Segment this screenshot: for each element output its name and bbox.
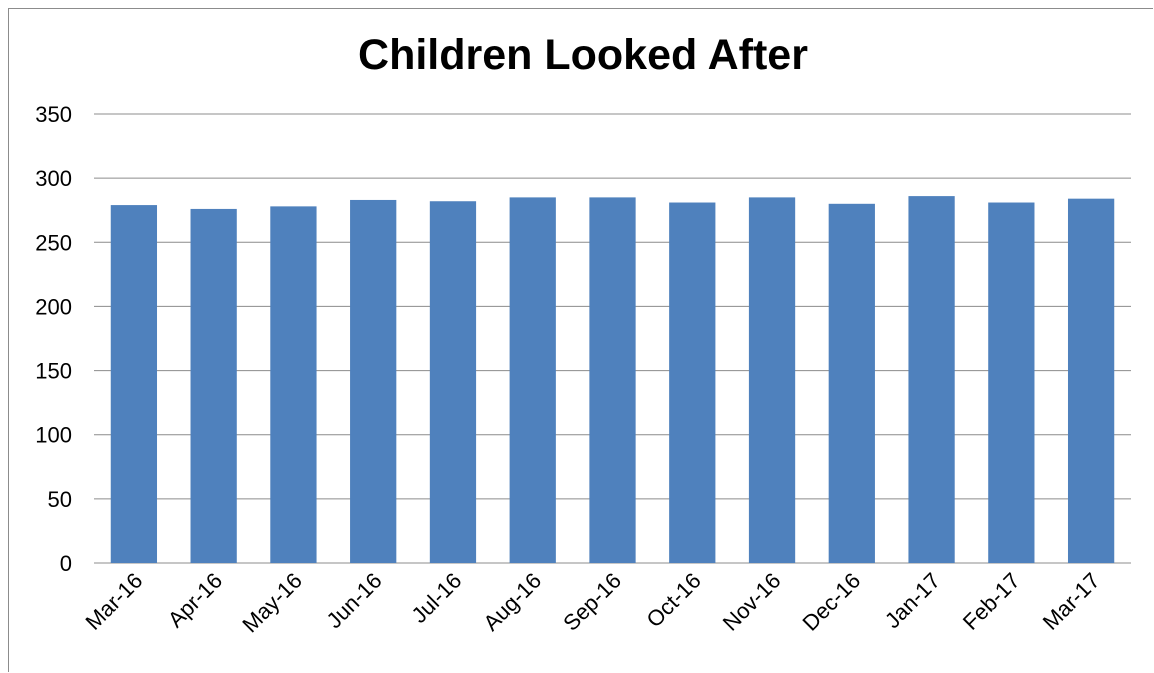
bar-apr-16	[190, 208, 237, 563]
x-tick-label: May-16	[237, 568, 307, 638]
x-tick-label: Mar-17	[1038, 568, 1105, 635]
x-tick-label: Jan-17	[880, 568, 945, 633]
y-tick-label: 200	[35, 294, 72, 319]
bar-jul-16	[429, 201, 477, 563]
y-tick-label: 250	[35, 230, 72, 255]
y-tick-label: 150	[35, 359, 72, 384]
x-tick-label: Apr-16	[163, 568, 227, 632]
bars	[110, 196, 1115, 564]
bar-nov-16	[748, 197, 796, 563]
y-tick-label: 0	[60, 551, 72, 576]
bar-feb-17	[988, 202, 1035, 563]
x-tick-label: Sep-16	[558, 568, 626, 636]
bar-mar-16	[110, 205, 158, 563]
bar-aug-16	[509, 197, 556, 563]
x-axis-ticks: Mar-16 Apr-16 May-16 Jun-16 Jul-16 Aug-16 Sep-…	[80, 568, 1104, 638]
bar-jan-17	[908, 196, 955, 564]
bar-mar-17	[1067, 198, 1115, 563]
bar-dec-16	[828, 203, 875, 564]
x-tick-label: Jul-16	[406, 568, 466, 628]
x-tick-label: Nov-16	[718, 568, 786, 636]
bar-jun-16	[350, 199, 397, 564]
bar-may-16	[270, 206, 317, 563]
y-tick-label: 350	[35, 102, 72, 127]
x-tick-label: Jun-16	[321, 568, 386, 633]
bar-sep-16	[589, 197, 636, 563]
y-tick-label: 100	[35, 423, 72, 448]
chart-title: Children Looked After	[358, 31, 808, 79]
y-axis-ticks: 0 50 100 150 200 250 300 350	[35, 102, 72, 576]
bar-oct-16	[669, 202, 716, 563]
x-tick-label: Aug-16	[478, 568, 546, 636]
y-tick-label: 50	[48, 487, 72, 512]
y-tick-label: 300	[35, 166, 72, 191]
x-tick-label: Dec-16	[798, 568, 866, 636]
x-tick-label: Feb-17	[958, 568, 1025, 635]
x-tick-label: Mar-16	[80, 568, 147, 635]
chart-frame	[8, 8, 1153, 672]
x-tick-label: Oct-16	[641, 568, 705, 632]
